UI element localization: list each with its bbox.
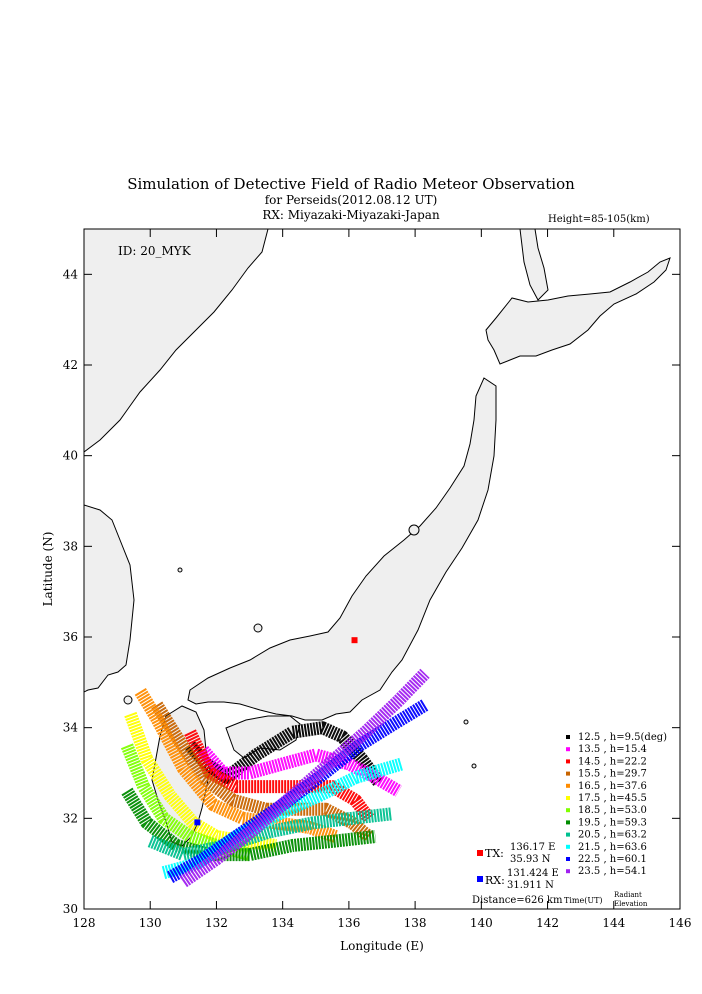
legend-entry: 20.5 , h=63.2 (578, 830, 647, 841)
legend-entry: 16.5 , h=37.6 (578, 781, 647, 792)
y-tick-label: 42 (63, 358, 78, 372)
x-tick-label: 134 (271, 916, 294, 930)
legend-swatch (566, 857, 570, 861)
legend-swatch (566, 808, 570, 813)
legend-entry: 13.5 , h=15.4 (578, 744, 647, 755)
oki-island (253, 623, 263, 633)
legend-swatch (566, 759, 570, 764)
band-13-5 (198, 746, 402, 797)
y-tick-label: 44 (63, 267, 79, 281)
band-20-5 (147, 807, 393, 862)
y-axis-label: Latitude (N) (41, 532, 55, 607)
x-tick-label: 144 (602, 916, 625, 930)
honshu (187, 377, 497, 721)
x-tick-label: 146 (669, 916, 692, 930)
y-tick-label: 32 (63, 811, 78, 825)
x-tick-label: 132 (205, 916, 228, 930)
legend-swatch (566, 796, 570, 800)
x-axis-label: Longitude (E) (340, 939, 424, 953)
legend-entry: 15.5 , h=29.7 (578, 769, 647, 780)
legend-entry: 17.5 , h=45.5 (578, 793, 647, 804)
y-tick-label: 38 (63, 539, 78, 553)
axis-ticks: 128 130 132 134 136 138 140 142 144 146 30 32 34 36 38… (63, 229, 692, 930)
x-tick-label: 142 (536, 916, 559, 930)
mainland-asia (84, 229, 269, 453)
x-tick-label: 140 (470, 916, 493, 930)
legend-swatch (566, 771, 570, 776)
legend-entry: 22.5 , h=60.1 (578, 854, 647, 865)
band-19-5 (121, 787, 377, 862)
land-layer (84, 229, 671, 888)
rx-lat: 31.911 N (507, 880, 554, 891)
legend-entry: 23.5 , h=54.1 (578, 866, 647, 877)
y-tick-label: 40 (63, 449, 78, 463)
legend: 12.5 , h=9.5(deg)13.5 , h=15.414.5 , h=2… (566, 732, 667, 877)
x-tick-label: 128 (73, 916, 96, 930)
y-tick-label: 34 (63, 721, 79, 735)
shikoku (225, 715, 301, 759)
legend-entry: 21.5 , h=63.6 (578, 842, 647, 853)
radiant-label: Radiant (614, 891, 642, 899)
time-ut-label: Time(UT) (564, 896, 603, 905)
id-label: ID: 20_MYK (118, 244, 192, 258)
island-1 (177, 567, 183, 573)
korea-peninsula (84, 504, 135, 693)
chart-title: Simulation of Detective Field of Radio M… (127, 175, 575, 193)
y-tick-label: 30 (63, 902, 78, 916)
legend-entry: 14.5 , h=22.2 (578, 756, 647, 767)
y-tick-label: 36 (63, 630, 78, 644)
island-3 (471, 763, 477, 769)
legend-swatch (566, 747, 570, 752)
rx-lon: 131.424 E (507, 868, 559, 879)
legend-swatch (566, 820, 570, 825)
legend-swatch (566, 844, 570, 849)
island-2 (463, 719, 469, 725)
legend-entry: 18.5 , h=53.0 (578, 805, 647, 816)
tx-lon: 136.17 E (510, 842, 555, 853)
rx-label: RX: (485, 874, 505, 887)
legend-swatch (566, 735, 570, 739)
tx-legend-marker (477, 850, 483, 856)
legend-entry: 19.5 , h=59.3 (578, 817, 647, 828)
height-label: Height=85-105(km) (548, 214, 650, 225)
tsushima-island (123, 695, 133, 705)
x-tick-label: 136 (337, 916, 360, 930)
detection-bands (120, 668, 430, 888)
band-14-5 (184, 729, 375, 823)
plot-frame (83, 228, 681, 910)
tx-label: TX: (485, 847, 504, 860)
distance-label: Distance=626 km (472, 895, 563, 906)
rx-legend-marker (477, 876, 483, 882)
legend-swatch (566, 832, 570, 837)
band-21-5 (161, 757, 404, 879)
tx-lat: 35.93 N (510, 854, 551, 865)
hokkaido (485, 257, 671, 365)
rx-marker (194, 819, 201, 826)
chart-subtitle: for Perseids(2012.08.12 UT) (264, 193, 438, 207)
sado-island (408, 524, 420, 536)
receiver-line: RX: Miyazaki-Miyazaki-Japan (262, 208, 440, 222)
sakhalin (519, 229, 549, 301)
elevation-label: Elevation (614, 900, 648, 908)
tx-marker (351, 637, 358, 644)
x-tick-label: 130 (139, 916, 162, 930)
legend-swatch (566, 783, 570, 788)
legend-entry: 12.5 , h=9.5(deg) (578, 732, 667, 743)
band-23-5 (179, 668, 430, 888)
legend-swatch (566, 869, 570, 874)
x-tick-label: 138 (404, 916, 427, 930)
